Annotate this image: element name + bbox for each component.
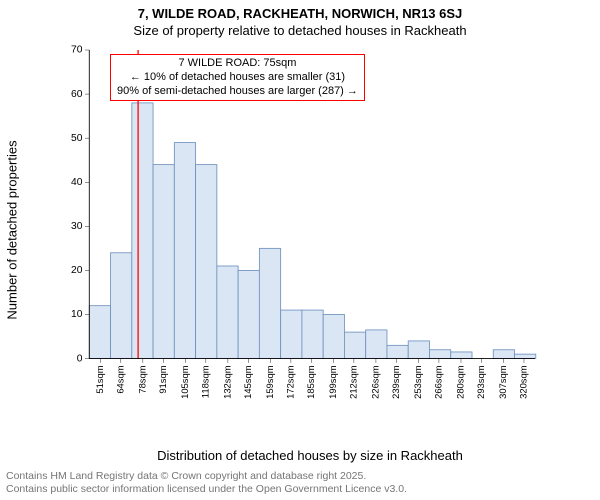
x-tick-label: 132sqm (221, 365, 232, 399)
chart-title-block: 7, WILDE ROAD, RACKHEATH, NORWICH, NR13 … (0, 0, 600, 40)
y-tick-label: 30 (71, 221, 83, 232)
x-tick-label: 64sqm (114, 365, 125, 393)
chart-area: 01020304050607051sqm64sqm78sqm91sqm105sq… (50, 50, 570, 410)
histogram-bar (153, 165, 174, 359)
x-tick-label: 307sqm (497, 365, 508, 399)
annotation-property: 7 WILDE ROAD: 75sqm (117, 57, 358, 71)
histogram-bar (196, 165, 217, 359)
y-tick-label: 0 (77, 353, 83, 364)
property-annotation-box: 7 WILDE ROAD: 75sqm ← 10% of detached ho… (110, 54, 365, 101)
x-tick-label: 172sqm (284, 365, 295, 399)
histogram-bar (323, 314, 344, 358)
footer-line1: Contains HM Land Registry data © Crown c… (6, 470, 407, 483)
histogram-bar (238, 270, 259, 358)
x-tick-label: 185sqm (305, 365, 316, 399)
x-tick-label: 212sqm (347, 365, 358, 399)
x-tick-label: 78sqm (136, 365, 147, 393)
x-tick-label: 293sqm (475, 365, 486, 399)
annotation-larger: 90% of semi-detached houses are larger (… (117, 85, 358, 99)
histogram-bar (217, 266, 238, 359)
histogram-bar (366, 330, 387, 359)
histogram-bar (259, 248, 280, 358)
x-tick-label: 51sqm (94, 365, 105, 393)
y-axis-label: Number of detached properties (5, 140, 20, 319)
annotation-smaller: ← 10% of detached houses are smaller (31… (117, 71, 358, 85)
footer-line2: Contains public sector information licen… (6, 483, 407, 496)
y-tick-label: 20 (71, 265, 83, 276)
histogram-plot: 01020304050607051sqm64sqm78sqm91sqm105sq… (50, 50, 570, 410)
x-tick-label: 266sqm (432, 365, 443, 399)
y-tick-label: 40 (71, 177, 83, 188)
y-tick-label: 70 (71, 45, 83, 56)
x-tick-label: 320sqm (517, 365, 528, 399)
x-tick-label: 91sqm (157, 365, 168, 393)
x-tick-label: 145sqm (242, 365, 253, 399)
y-tick-label: 60 (71, 89, 83, 100)
x-tick-label: 226sqm (369, 365, 380, 399)
x-axis-label: Distribution of detached houses by size … (157, 448, 463, 463)
footer-attribution: Contains HM Land Registry data © Crown c… (6, 470, 407, 496)
y-tick-label: 10 (71, 309, 83, 320)
histogram-bar (387, 345, 408, 358)
x-tick-label: 105sqm (179, 365, 190, 399)
x-tick-label: 253sqm (412, 365, 423, 399)
histogram-bar (451, 352, 472, 359)
x-tick-label: 239sqm (390, 365, 401, 399)
histogram-bar (174, 143, 195, 359)
histogram-bar (515, 354, 536, 358)
histogram-bar (493, 350, 514, 359)
x-tick-label: 118sqm (199, 365, 210, 398)
histogram-bar (302, 310, 323, 358)
histogram-bar (344, 332, 365, 358)
y-tick-label: 50 (71, 133, 83, 144)
histogram-bar (132, 103, 153, 359)
histogram-bar (89, 306, 110, 359)
x-tick-label: 159sqm (264, 365, 275, 399)
histogram-bar (111, 253, 132, 359)
chart-title-main: 7, WILDE ROAD, RACKHEATH, NORWICH, NR13 … (0, 6, 600, 23)
histogram-bar (281, 310, 302, 358)
histogram-bar (429, 350, 450, 359)
histogram-bar (408, 341, 429, 359)
x-tick-label: 280sqm (454, 365, 465, 399)
chart-title-sub: Size of property relative to detached ho… (0, 23, 600, 40)
x-tick-label: 199sqm (327, 365, 338, 399)
